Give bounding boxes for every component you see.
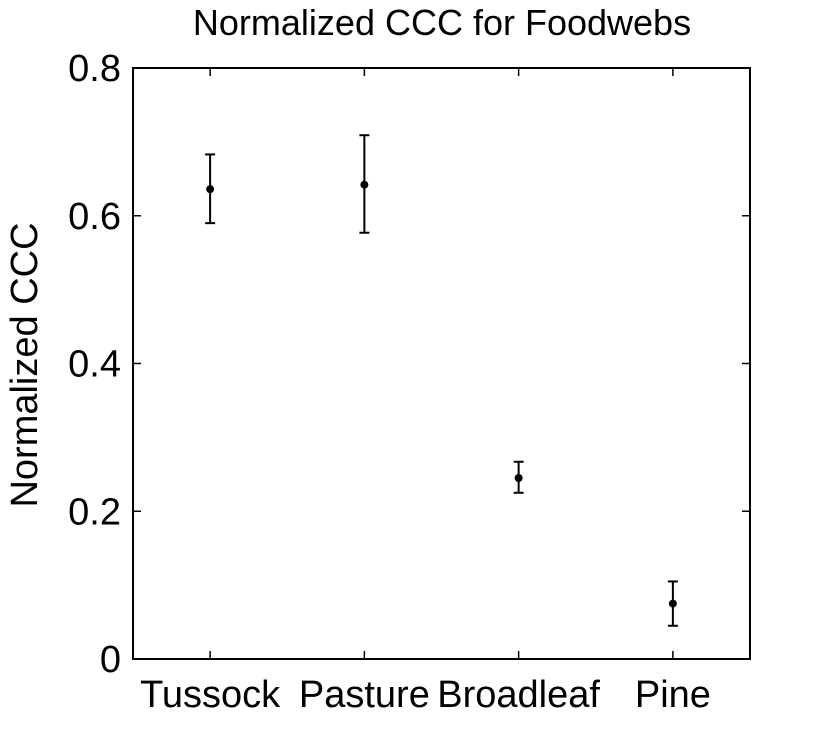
- y-tick-labels: 0 0.2 0.4 0.6 0.8: [68, 48, 121, 681]
- data-point: [360, 180, 369, 189]
- x-tick-label: Pasture: [299, 674, 430, 716]
- x-tick-label: Pine: [635, 674, 711, 716]
- axis-ticks: [133, 67, 750, 660]
- x-tick-labels: Tussock Pasture Broadleaf Pine: [140, 674, 711, 716]
- y-tick-label: 0.8: [68, 48, 121, 90]
- chart-title: Normalized CCC for Foodwebs: [193, 2, 691, 43]
- data-point: [668, 599, 677, 608]
- data-point: [514, 474, 523, 483]
- y-tick-label: 0: [100, 639, 121, 681]
- data-point: [206, 185, 215, 194]
- plot-frame: [132, 67, 751, 660]
- y-axis-label: Normalized CCC: [4, 222, 46, 507]
- data-points: [205, 134, 678, 627]
- x-tick-label: Broadleaf: [437, 674, 600, 716]
- y-tick-label: 0.2: [68, 491, 121, 533]
- y-tick-label: 0.6: [68, 196, 121, 238]
- x-tick-label: Tussock: [140, 674, 281, 716]
- y-tick-label: 0.4: [68, 344, 121, 386]
